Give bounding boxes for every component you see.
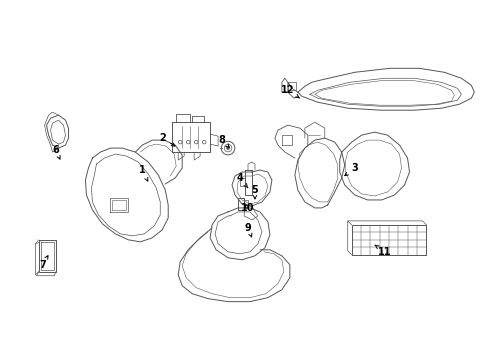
Text: 11: 11 [375, 245, 392, 257]
Text: 6: 6 [52, 145, 60, 159]
Text: 7: 7 [39, 256, 48, 270]
Text: 8: 8 [219, 135, 229, 147]
Text: 9: 9 [245, 223, 252, 237]
Circle shape [226, 147, 229, 150]
Text: 2: 2 [159, 133, 175, 146]
Text: 10: 10 [241, 203, 255, 213]
Text: 1: 1 [139, 165, 148, 181]
Text: 3: 3 [345, 163, 358, 176]
Text: 12: 12 [281, 85, 300, 98]
Text: 4: 4 [237, 173, 248, 188]
Text: 5: 5 [251, 185, 258, 199]
